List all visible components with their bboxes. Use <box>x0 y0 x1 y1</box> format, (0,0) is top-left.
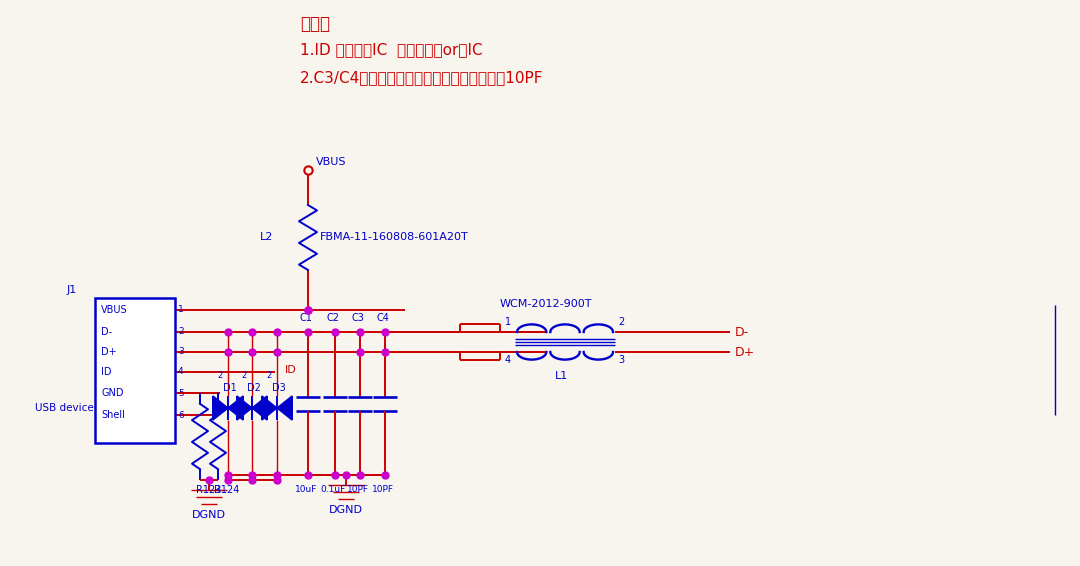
Text: 6: 6 <box>178 410 184 419</box>
Text: FBMA-11-160808-601A20T: FBMA-11-160808-601A20T <box>320 232 469 242</box>
Text: 2: 2 <box>217 371 222 380</box>
Text: D+: D+ <box>735 345 755 358</box>
Text: D2: D2 <box>247 383 261 393</box>
Text: C1: C1 <box>299 313 312 323</box>
Text: D+: D+ <box>102 347 117 357</box>
Text: USB device: USB device <box>35 403 94 413</box>
Polygon shape <box>252 396 267 420</box>
Text: L2: L2 <box>259 232 273 242</box>
Text: D3: D3 <box>272 383 286 393</box>
Text: D-: D- <box>102 327 112 337</box>
Text: 3: 3 <box>178 348 184 357</box>
Text: GND: GND <box>102 388 123 398</box>
Text: 2: 2 <box>267 371 272 380</box>
Polygon shape <box>262 396 276 420</box>
Polygon shape <box>237 396 252 420</box>
Text: 10PF: 10PF <box>372 484 394 494</box>
Text: R124: R124 <box>214 485 240 495</box>
Text: 1.ID 网络根据IC  来决定接地or接IC: 1.ID 网络根据IC 来决定接地or接IC <box>300 42 483 57</box>
Text: DGND: DGND <box>192 510 226 520</box>
Text: 0.1uF: 0.1uF <box>321 484 346 494</box>
Text: 2: 2 <box>241 371 246 380</box>
Text: 10uF: 10uF <box>295 484 318 494</box>
Text: 1: 1 <box>178 306 184 315</box>
Text: 2: 2 <box>178 328 184 337</box>
Text: WCM-2012-900T: WCM-2012-900T <box>500 299 593 309</box>
Polygon shape <box>213 396 228 420</box>
Text: 3: 3 <box>618 355 624 365</box>
Text: DGND: DGND <box>329 505 363 515</box>
Text: D1: D1 <box>222 383 237 393</box>
Text: 1: 1 <box>505 317 511 327</box>
Text: R123: R123 <box>195 485 221 495</box>
Text: 4: 4 <box>178 367 184 376</box>
Polygon shape <box>228 396 243 420</box>
Text: ID: ID <box>102 367 111 377</box>
Text: C2: C2 <box>326 313 339 323</box>
FancyBboxPatch shape <box>95 298 175 443</box>
Text: 4: 4 <box>505 355 511 365</box>
Text: D-: D- <box>735 325 750 338</box>
Polygon shape <box>276 396 292 420</box>
Text: 5: 5 <box>178 388 184 397</box>
Text: L1: L1 <box>555 371 568 381</box>
Text: VBUS: VBUS <box>316 157 347 167</box>
Text: J1: J1 <box>67 285 78 295</box>
Text: VBUS: VBUS <box>102 305 127 315</box>
Text: C3: C3 <box>352 313 364 323</box>
Text: C4: C4 <box>377 313 390 323</box>
Text: 备注：: 备注： <box>300 15 330 33</box>
Text: 10PF: 10PF <box>347 484 369 494</box>
Text: ID: ID <box>285 365 297 375</box>
Text: 2.C3/C4根据测试结果来调试，建议不要大于10PF: 2.C3/C4根据测试结果来调试，建议不要大于10PF <box>300 70 543 85</box>
Text: Shell: Shell <box>102 410 125 420</box>
Text: 2: 2 <box>618 317 624 327</box>
